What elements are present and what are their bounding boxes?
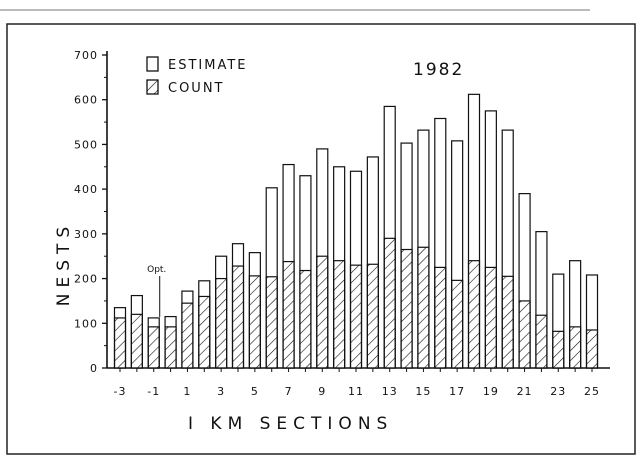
bar-count — [181, 302, 194, 369]
x-tick-label: 23 — [550, 385, 566, 398]
chart-title: 1982 — [413, 60, 464, 80]
x-tick-label: 7 — [285, 385, 293, 398]
bar-count — [299, 269, 312, 369]
legend: ESTIMATE COUNT — [146, 56, 248, 96]
bar-count — [113, 317, 127, 369]
y-tick-label: 200 — [74, 273, 98, 286]
bar-count — [282, 260, 295, 369]
bar-count — [569, 326, 582, 369]
x-tick-label: 9 — [318, 385, 326, 398]
bar-count — [383, 237, 396, 369]
x-tick-label: 11 — [348, 385, 364, 398]
legend-estimate-label: ESTIMATE — [168, 58, 248, 73]
bar-count — [147, 326, 160, 369]
bars — [113, 93, 599, 369]
bar-count — [501, 275, 514, 369]
y-ticks: 0 100 200 300 400 500 600 700 — [74, 49, 107, 375]
x-axis-label: I KM SECTIONS — [188, 414, 393, 434]
x-tick-label: 1 — [183, 385, 191, 398]
x-ticks: -3 -1 1 3 5 7 9 11 13 15 17 19 21 23 25 — [114, 368, 600, 398]
y-tick-label: 500 — [74, 138, 98, 151]
y-tick-label: 300 — [74, 228, 98, 241]
bar-count — [484, 266, 497, 369]
y-tick-label: 0 — [90, 362, 98, 375]
annotations: Opt. — [147, 265, 166, 317]
bar-count — [265, 276, 278, 369]
x-tick-label: 17 — [449, 385, 465, 398]
x-tick-label: 5 — [251, 385, 259, 398]
x-tick-label: 13 — [382, 385, 398, 398]
y-tick-label: 600 — [74, 94, 98, 107]
bar-count — [451, 279, 464, 369]
x-tick-label: 19 — [483, 385, 499, 398]
figure-border — [6, 23, 636, 455]
y-tick-label: 400 — [74, 183, 98, 196]
bar-count — [535, 314, 548, 369]
annotation-label: Opt. — [147, 265, 166, 275]
y-axis-label: NESTS — [54, 221, 74, 306]
x-tick-label: -3 — [114, 385, 127, 398]
bar-count — [417, 246, 430, 369]
x-tick-label: 25 — [584, 385, 600, 398]
x-tick-label: 3 — [217, 385, 225, 398]
bar-count — [518, 300, 531, 369]
bar-count — [366, 263, 379, 369]
bar-count — [198, 295, 211, 369]
bar-count — [552, 330, 565, 369]
y-tick-label: 700 — [74, 49, 98, 62]
bar-count — [400, 248, 413, 369]
y-tick-label: 100 — [74, 317, 98, 330]
bar-count — [248, 275, 261, 369]
bar-count — [333, 260, 346, 369]
bar-count — [585, 329, 599, 369]
x-tick-label: 21 — [517, 385, 533, 398]
bar-count — [316, 255, 329, 369]
legend-count-swatch — [146, 79, 159, 95]
bar-count — [434, 266, 447, 369]
bar-count — [231, 265, 245, 369]
bar-count — [130, 313, 143, 369]
legend-count-label: COUNT — [168, 81, 225, 96]
bar-count — [164, 326, 177, 369]
bar-count — [349, 264, 363, 369]
bar-count — [215, 277, 228, 369]
legend-estimate-swatch — [146, 56, 159, 72]
x-tick-label: -1 — [147, 385, 160, 398]
bar-count — [467, 260, 481, 369]
x-tick-label: 15 — [415, 385, 431, 398]
